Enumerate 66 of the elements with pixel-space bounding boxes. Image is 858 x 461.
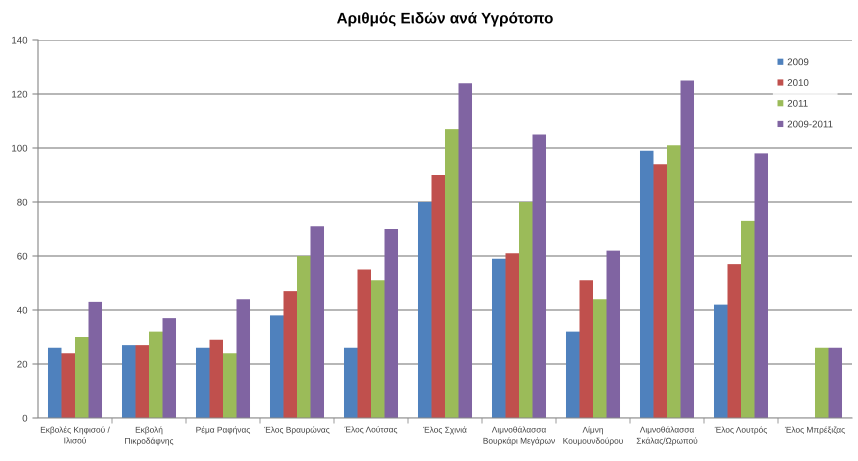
y-tick-label: 20	[17, 360, 28, 368]
y-tick-label: 100	[12, 144, 28, 152]
bar	[680, 80, 694, 418]
bar	[371, 280, 385, 418]
bar	[297, 256, 311, 418]
bar	[75, 337, 89, 418]
bar	[196, 348, 210, 418]
x-tick-label: Έλος Σχινιά	[423, 426, 467, 434]
bar	[653, 164, 667, 418]
x-tick-label: Λίμνη Κουμουνδούρου	[563, 426, 623, 446]
legend-label: 2009	[788, 58, 808, 66]
bar	[209, 340, 223, 418]
y-tick-label: 40	[16, 306, 28, 314]
bar	[741, 220, 755, 418]
bar	[667, 145, 681, 418]
y-tick-label: 140	[12, 36, 28, 44]
bar	[727, 264, 741, 418]
bar	[310, 226, 324, 418]
bar	[532, 134, 546, 418]
bar	[122, 345, 136, 418]
bar	[135, 345, 149, 418]
y-tick-label: 0	[22, 414, 28, 422]
x-tick-label: Έλος Μπρέξιζας	[784, 426, 845, 434]
bar	[828, 348, 842, 418]
bar	[593, 299, 607, 418]
legend-label: 2010	[788, 79, 808, 86]
bar	[357, 270, 371, 418]
bar	[815, 348, 829, 418]
bar	[519, 202, 533, 418]
bar	[162, 318, 176, 418]
bar	[714, 304, 728, 418]
bar	[431, 175, 445, 418]
x-tick-label: Έλος Βραυρώνας	[264, 426, 330, 434]
chart-title: Αριθμός Ειδών ανά Υγρότοπο	[336, 12, 553, 27]
bar	[579, 280, 593, 418]
x-tick-label: Λιμνοθάλασσα Σκάλας/Ωρωπού	[636, 426, 698, 446]
bar	[270, 315, 284, 418]
legend-label: 2011	[788, 100, 808, 107]
bar	[606, 250, 620, 418]
x-tick-label: Έλος Λουτρός	[714, 426, 768, 434]
y-tick-label: 60	[17, 252, 28, 260]
x-tick-label: Εκβολή Πικροδάφνης	[125, 426, 174, 446]
bar	[445, 129, 459, 418]
x-tick-label: Έλος Λούτσας	[344, 426, 398, 434]
bar	[640, 150, 654, 418]
bar	[505, 253, 519, 418]
x-tick-label: Λιμνοθάλασσα Βουρκάρι Μεγάρων	[484, 426, 555, 446]
bar	[48, 348, 62, 418]
bar	[236, 299, 250, 418]
x-tick-label: Ρέμα Ραφήνας	[196, 426, 250, 434]
bar	[384, 229, 398, 418]
bar	[149, 332, 163, 418]
y-tick-label: 120	[12, 90, 28, 98]
bar	[223, 353, 237, 418]
bar	[283, 291, 297, 418]
bar	[566, 332, 580, 418]
bar	[61, 353, 75, 418]
bar	[754, 153, 768, 418]
bar	[492, 258, 506, 418]
bar	[344, 348, 358, 418]
legend-label: 2009-2011	[788, 120, 833, 128]
x-tick-label: Εκβολές Κηφισού / Ιλισού	[40, 426, 110, 444]
y-tick-label: 80	[17, 198, 28, 206]
bar	[458, 83, 472, 418]
bar	[88, 302, 102, 418]
bar	[418, 202, 432, 418]
